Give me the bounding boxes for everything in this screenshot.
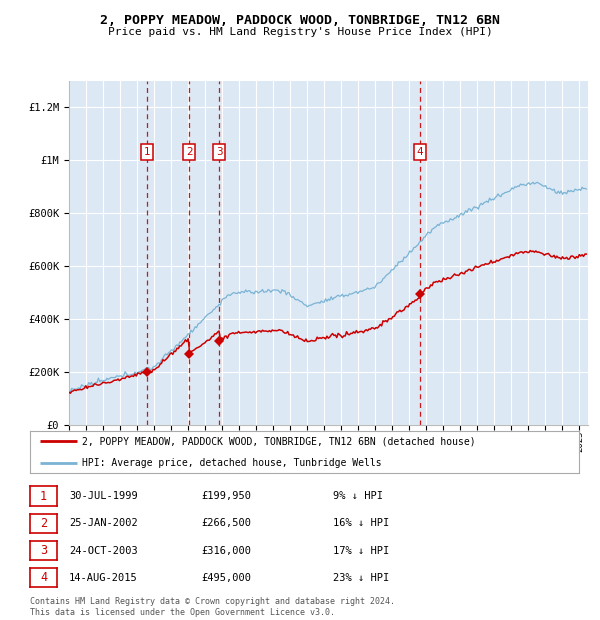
- Text: Price paid vs. HM Land Registry's House Price Index (HPI): Price paid vs. HM Land Registry's House …: [107, 27, 493, 37]
- Text: £316,000: £316,000: [201, 546, 251, 556]
- Text: 16% ↓ HPI: 16% ↓ HPI: [333, 518, 389, 528]
- Text: £495,000: £495,000: [201, 573, 251, 583]
- Text: Contains HM Land Registry data © Crown copyright and database right 2024.
This d: Contains HM Land Registry data © Crown c…: [30, 598, 395, 617]
- Text: 23% ↓ HPI: 23% ↓ HPI: [333, 573, 389, 583]
- Text: 1: 1: [143, 147, 150, 157]
- Text: 3: 3: [216, 147, 223, 157]
- Text: 2: 2: [186, 147, 193, 157]
- Text: 4: 4: [40, 572, 47, 584]
- Text: 9% ↓ HPI: 9% ↓ HPI: [333, 491, 383, 501]
- Text: 25-JAN-2002: 25-JAN-2002: [69, 518, 138, 528]
- Text: £266,500: £266,500: [201, 518, 251, 528]
- Text: 3: 3: [40, 544, 47, 557]
- Text: 24-OCT-2003: 24-OCT-2003: [69, 546, 138, 556]
- Text: 4: 4: [416, 147, 423, 157]
- Text: 30-JUL-1999: 30-JUL-1999: [69, 491, 138, 501]
- Text: 2, POPPY MEADOW, PADDOCK WOOD, TONBRIDGE, TN12 6BN: 2, POPPY MEADOW, PADDOCK WOOD, TONBRIDGE…: [100, 14, 500, 27]
- Text: 1: 1: [40, 490, 47, 502]
- Text: £199,950: £199,950: [201, 491, 251, 501]
- Text: 17% ↓ HPI: 17% ↓ HPI: [333, 546, 389, 556]
- Text: 14-AUG-2015: 14-AUG-2015: [69, 573, 138, 583]
- Text: 2, POPPY MEADOW, PADDOCK WOOD, TONBRIDGE, TN12 6BN (detached house): 2, POPPY MEADOW, PADDOCK WOOD, TONBRIDGE…: [82, 436, 476, 446]
- Text: 2: 2: [40, 517, 47, 529]
- Text: HPI: Average price, detached house, Tunbridge Wells: HPI: Average price, detached house, Tunb…: [82, 458, 382, 467]
